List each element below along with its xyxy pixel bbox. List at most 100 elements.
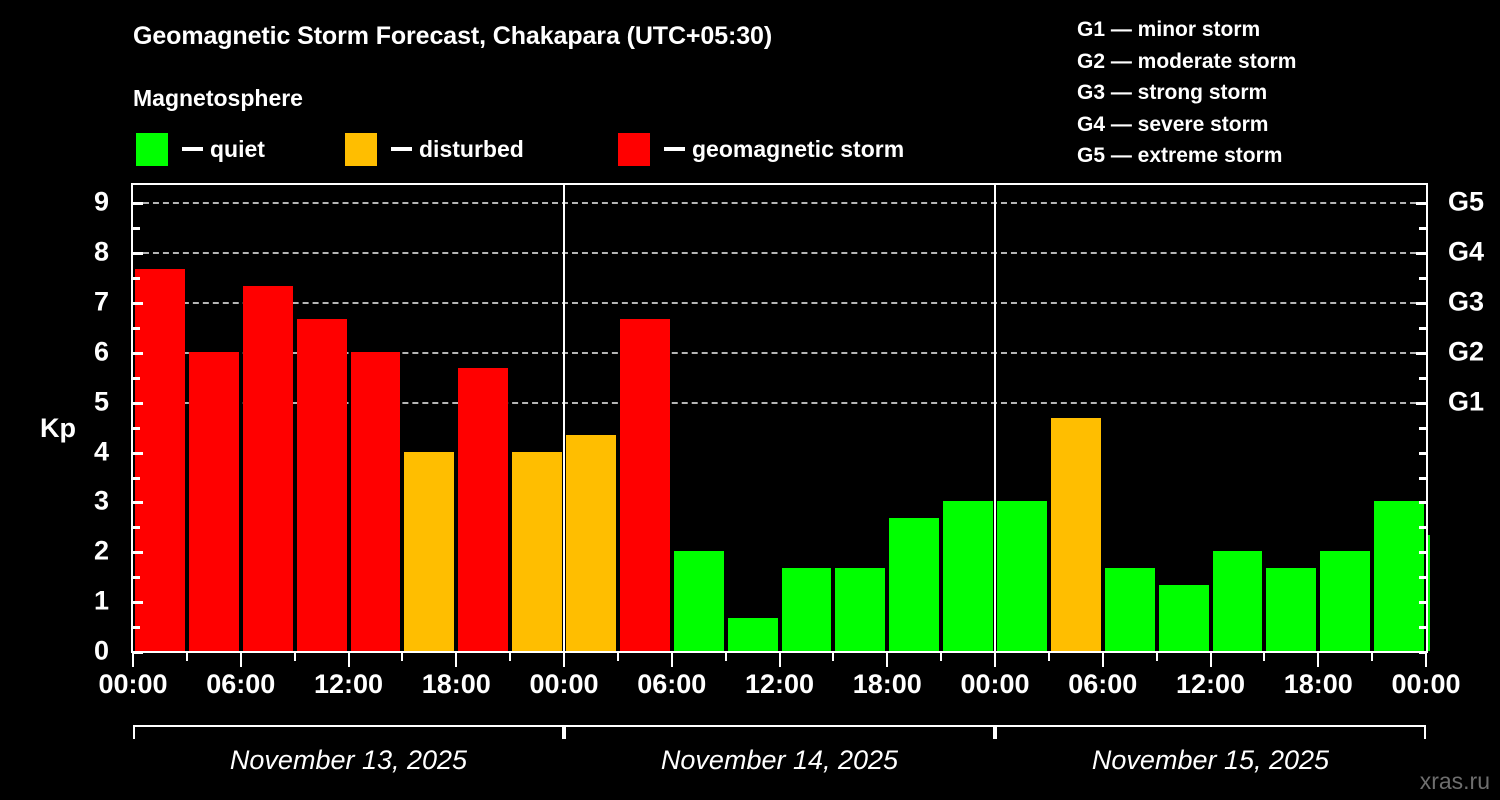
gtick-mark-minor bbox=[1419, 651, 1426, 654]
plot-area bbox=[131, 183, 1430, 653]
ytick-mark-minor bbox=[133, 476, 140, 480]
gtick-mark-minor bbox=[1419, 551, 1426, 555]
ytick-label-1: 1 bbox=[93, 585, 109, 616]
ytick-mark-minor bbox=[133, 227, 140, 231]
bar-12[interactable] bbox=[781, 567, 832, 651]
bar-20[interactable] bbox=[1212, 551, 1263, 651]
bar-21[interactable] bbox=[1266, 567, 1317, 651]
xtick-24h bbox=[563, 653, 565, 667]
bar-23[interactable] bbox=[1374, 501, 1424, 651]
xtick-3h bbox=[185, 653, 188, 661]
plot-inner bbox=[133, 185, 1430, 651]
gtick-mark-minor bbox=[1419, 576, 1426, 580]
legend-dash-icon bbox=[391, 147, 412, 151]
xtick-label-2: 12:00 bbox=[313, 669, 384, 699]
bar-6[interactable] bbox=[458, 368, 509, 651]
bar-19[interactable] bbox=[1158, 584, 1209, 651]
xtick-30h bbox=[670, 653, 673, 667]
bar-15[interactable] bbox=[943, 501, 993, 651]
ytick-mark-minor bbox=[133, 626, 140, 630]
xtick-9h bbox=[293, 653, 296, 661]
legend-label-0: quiet bbox=[210, 135, 265, 162]
bar-8[interactable] bbox=[566, 435, 616, 651]
gtick-label-G5: G5 bbox=[1448, 186, 1485, 217]
xtick-57h bbox=[1155, 653, 1158, 661]
gtick-mark-minor bbox=[1419, 227, 1426, 231]
bar-11[interactable] bbox=[727, 617, 778, 651]
bar-18[interactable] bbox=[1104, 567, 1155, 651]
watermark: xras.ru bbox=[1419, 768, 1490, 794]
xtick-15h bbox=[401, 653, 404, 661]
bar-0[interactable] bbox=[135, 268, 185, 651]
legend-label-1: disturbed bbox=[419, 135, 524, 162]
ytick-mark-5 bbox=[133, 401, 143, 405]
date-bracket-1 bbox=[564, 725, 995, 739]
xtick-0h bbox=[132, 653, 134, 667]
bar-24[interactable] bbox=[1428, 534, 1430, 651]
gtick-mark-minor bbox=[1419, 601, 1426, 605]
gscale-line-5: G5 — extreme storm bbox=[1077, 144, 1283, 167]
ytick-mark-6 bbox=[133, 351, 143, 355]
bar-22[interactable] bbox=[1320, 551, 1371, 651]
bar-14[interactable] bbox=[889, 517, 940, 651]
ytick-label-3: 3 bbox=[93, 485, 109, 516]
gtick-mark-minor bbox=[1419, 526, 1426, 530]
legend-item-2: geomagnetic storm bbox=[618, 132, 904, 166]
gridline-kp-6 bbox=[133, 351, 1426, 354]
gtick-mark-minor bbox=[1419, 252, 1426, 256]
ytick-label-2: 2 bbox=[93, 535, 109, 566]
gridline-kp-7 bbox=[133, 302, 1426, 305]
gtick-mark-minor bbox=[1419, 451, 1426, 455]
bar-7[interactable] bbox=[512, 451, 562, 651]
gtick-mark-minor bbox=[1419, 351, 1426, 355]
gscale-line-1: G1 — minor storm bbox=[1077, 18, 1261, 41]
ytick-label-4: 4 bbox=[93, 436, 109, 467]
xtick-69h bbox=[1371, 653, 1374, 661]
ytick-mark-minor bbox=[133, 526, 140, 530]
xtick-label-5: 06:00 bbox=[637, 669, 707, 699]
bar-4[interactable] bbox=[350, 351, 401, 651]
bar-2[interactable] bbox=[242, 285, 293, 651]
xtick-label-4: 00:00 bbox=[529, 669, 599, 699]
xtick-label-1: 06:00 bbox=[206, 669, 276, 699]
ytick-mark-minor bbox=[133, 277, 140, 281]
xtick-label-9: 06:00 bbox=[1068, 669, 1138, 699]
bar-16[interactable] bbox=[997, 501, 1047, 651]
gtick-mark-minor bbox=[1419, 327, 1426, 331]
xtick-51h bbox=[1047, 653, 1050, 661]
xtick-48h bbox=[994, 653, 996, 667]
storm-swatch bbox=[618, 132, 650, 166]
xtick-label-11: 18:00 bbox=[1283, 669, 1353, 699]
ytick-mark-8 bbox=[133, 252, 143, 256]
xtick-33h bbox=[724, 653, 727, 661]
ytick-mark-0 bbox=[133, 651, 143, 654]
bar-3[interactable] bbox=[296, 318, 347, 651]
gtick-label-G2: G2 bbox=[1448, 336, 1485, 367]
gtick-mark-minor bbox=[1419, 202, 1426, 206]
bar-1[interactable] bbox=[188, 351, 239, 651]
disturbed-swatch bbox=[345, 132, 377, 166]
bar-9[interactable] bbox=[619, 318, 670, 651]
gscale-line-2: G2 — moderate storm bbox=[1077, 49, 1297, 73]
ytick-mark-1 bbox=[133, 601, 143, 605]
gtick-mark-minor bbox=[1419, 401, 1426, 405]
ytick-mark-9 bbox=[133, 202, 143, 206]
day-separator-24h bbox=[563, 185, 565, 651]
bar-5[interactable] bbox=[404, 451, 455, 651]
gtick-mark-minor bbox=[1419, 376, 1426, 380]
gtick-mark-minor bbox=[1419, 626, 1426, 630]
bar-10[interactable] bbox=[673, 551, 724, 651]
gtick-mark-minor bbox=[1419, 476, 1426, 480]
bar-13[interactable] bbox=[835, 567, 886, 651]
magnetosphere-label: Magnetosphere bbox=[133, 85, 303, 111]
date-caption-2: November 15, 2025 bbox=[1091, 745, 1330, 775]
xtick-42h bbox=[886, 653, 889, 667]
date-bracket-0 bbox=[133, 725, 564, 739]
ytick-mark-minor bbox=[133, 576, 140, 580]
ytick-mark-minor bbox=[133, 426, 140, 430]
bar-17[interactable] bbox=[1050, 418, 1101, 651]
xtick-12h bbox=[347, 653, 350, 667]
gtick-label-G4: G4 bbox=[1448, 236, 1485, 267]
quiet-swatch bbox=[136, 132, 168, 166]
